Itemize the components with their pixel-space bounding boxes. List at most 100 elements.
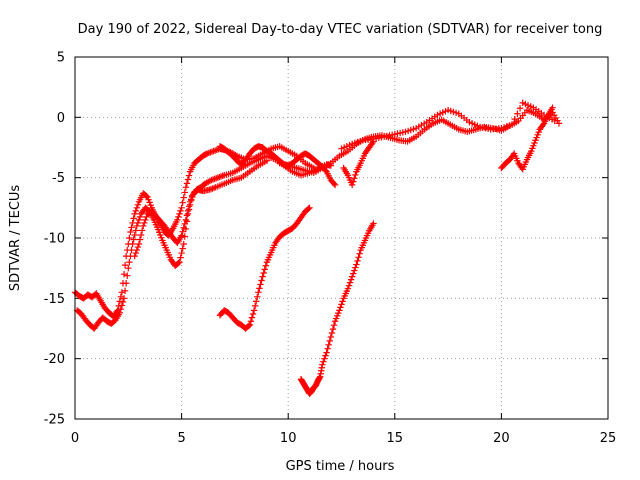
data-point [132,249,139,257]
data-point [247,318,255,325]
data-point [131,231,138,239]
data-point [261,266,268,273]
data-point [177,207,184,215]
data-point [249,310,257,318]
data-point [337,304,344,311]
data-point [124,272,131,279]
data-point [182,184,190,191]
plot-frame [74,56,609,420]
data-point [125,264,132,272]
data-point [351,175,358,182]
data-point [331,181,339,189]
data-point [508,121,516,128]
data-point [134,201,142,209]
data-point [135,240,143,248]
data-point [352,171,359,179]
data-point [338,301,345,308]
y-axis-label: SDTVAR / TECUs [8,185,23,292]
y-tick-label: -15 [44,292,65,307]
data-point [134,219,142,227]
data-point [344,285,352,292]
data-point [122,280,130,287]
data-point [551,117,558,125]
data-point [253,298,260,305]
data-point [177,254,184,261]
data-point [262,262,270,269]
data-point [133,222,141,230]
data-point [141,219,148,227]
data-point [133,246,141,254]
data-point [248,314,256,321]
data-point [354,257,361,265]
data-point [138,227,146,234]
data-point [256,285,263,292]
data-point [181,189,188,196]
axis-ticks: 0 5 10 15 20 25 -25 -20 -15 -10 -5 0 5 [44,51,617,447]
data-point [185,203,193,210]
data-point [130,236,137,243]
data-point [257,281,264,288]
data-point [255,289,262,296]
data-point [179,199,186,206]
data-point [355,254,362,261]
data-point [178,232,185,239]
data-point [516,105,524,112]
data-point [321,355,328,362]
data-point [323,349,330,356]
data-point [179,245,186,252]
series-arc-7 [216,204,313,332]
data-point [127,228,134,236]
data-point [184,176,192,183]
data-point [185,172,193,179]
x-tick-label: 15 [387,431,404,446]
data-point [339,298,346,305]
data-point [140,222,147,230]
x-tick-label: 20 [493,431,510,446]
x-tick-label: 0 [71,431,79,446]
series-arc-9 [498,104,556,173]
data-point [350,178,357,185]
data-point [178,249,185,257]
data-point [539,121,547,129]
data-point [322,167,329,174]
data-point [370,220,377,227]
data-point [126,234,133,242]
y-tick-label: -25 [44,413,65,428]
data-point [325,341,332,348]
data-point [142,216,149,224]
data-point [254,293,261,301]
data-point [176,258,183,266]
data-point [174,216,181,224]
data-point [336,307,343,314]
data-point [180,194,187,201]
data-point [121,287,129,294]
data-point [245,322,252,329]
data-point [180,224,187,231]
data-point [136,213,144,221]
series-arc-10 [340,138,377,189]
data-point [178,204,185,212]
data-point [319,361,326,368]
y-tick-label: 5 [57,51,65,66]
data-point [511,115,518,123]
series-arc-3 [131,157,271,260]
data-point [250,307,258,314]
data-point [348,181,356,189]
data-point [322,352,329,359]
series-arc-6 [216,143,339,189]
data-point [116,298,123,305]
data-point [260,269,267,277]
data-point [143,213,150,221]
data-point [320,358,327,365]
x-tick-label: 10 [280,431,297,446]
series-arc-5 [338,99,558,152]
data-point [347,276,355,283]
data-points [71,99,563,397]
data-point [135,216,143,224]
data-point [121,261,129,269]
data-point [330,180,338,187]
data-point [184,207,192,215]
data-point [555,120,563,127]
x-axis-label: GPS time / hours [286,459,395,474]
